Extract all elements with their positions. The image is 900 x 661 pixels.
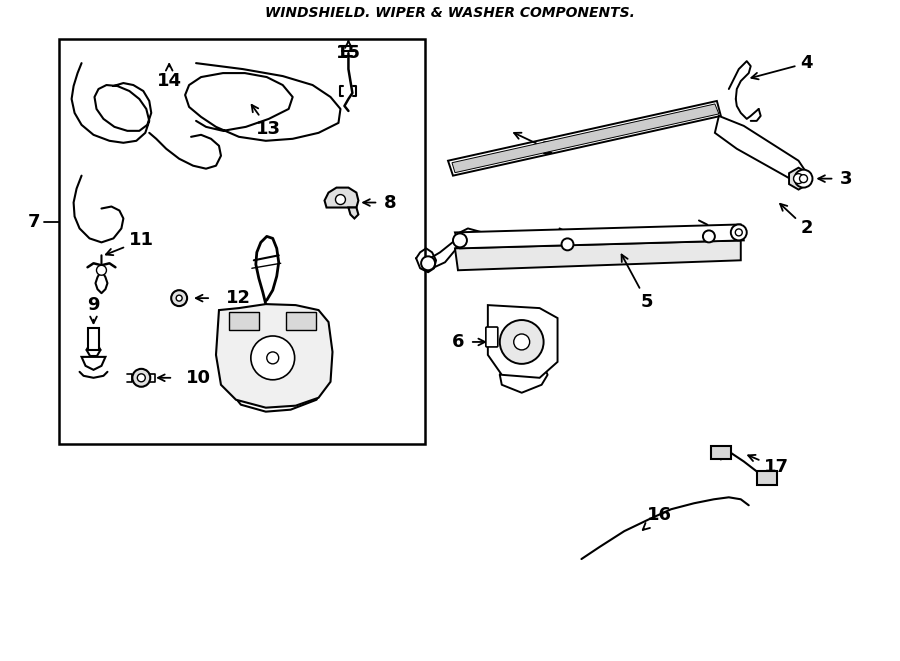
Polygon shape — [455, 241, 741, 270]
Bar — [285, 312, 316, 330]
Circle shape — [795, 170, 813, 188]
Circle shape — [514, 334, 530, 350]
Text: 6: 6 — [452, 333, 464, 351]
Circle shape — [794, 174, 804, 184]
Bar — [711, 446, 731, 459]
Text: 1: 1 — [514, 133, 554, 158]
Text: 4: 4 — [752, 54, 813, 79]
Text: 17: 17 — [748, 455, 789, 477]
Text: 5: 5 — [622, 254, 653, 311]
Polygon shape — [452, 104, 719, 173]
Polygon shape — [348, 208, 358, 219]
Polygon shape — [715, 116, 808, 182]
Circle shape — [500, 320, 544, 364]
Polygon shape — [448, 101, 721, 176]
Text: 8: 8 — [384, 194, 397, 212]
Circle shape — [132, 369, 150, 387]
Text: 11: 11 — [106, 231, 154, 255]
Polygon shape — [216, 304, 332, 408]
Circle shape — [138, 374, 145, 382]
Text: 16: 16 — [643, 506, 671, 530]
Text: 7: 7 — [28, 214, 40, 231]
FancyBboxPatch shape — [486, 327, 498, 347]
Text: 2: 2 — [780, 204, 813, 237]
Circle shape — [96, 265, 106, 275]
Polygon shape — [82, 357, 105, 370]
Bar — [58, 39, 425, 444]
Polygon shape — [789, 168, 808, 190]
Text: 14: 14 — [157, 64, 182, 90]
Circle shape — [251, 336, 294, 380]
Polygon shape — [455, 225, 743, 249]
Text: 12: 12 — [226, 289, 251, 307]
Circle shape — [453, 233, 467, 247]
Text: 15: 15 — [336, 41, 361, 62]
Circle shape — [171, 290, 187, 306]
Circle shape — [336, 194, 346, 204]
Bar — [87, 328, 100, 350]
Circle shape — [703, 231, 715, 243]
Polygon shape — [488, 305, 557, 378]
Circle shape — [266, 352, 279, 364]
Text: WINDSHIELD. WIPER & WASHER COMPONENTS.: WINDSHIELD. WIPER & WASHER COMPONENTS. — [266, 7, 634, 20]
Circle shape — [176, 295, 182, 301]
Text: 3: 3 — [840, 170, 852, 188]
Bar — [229, 312, 259, 330]
Circle shape — [731, 225, 747, 241]
Circle shape — [562, 239, 573, 251]
Text: 10: 10 — [186, 369, 211, 387]
Bar — [229, 312, 259, 330]
Circle shape — [735, 229, 742, 236]
Polygon shape — [325, 188, 358, 208]
Text: 9: 9 — [87, 296, 100, 323]
Circle shape — [799, 175, 807, 182]
Text: 13: 13 — [252, 105, 282, 138]
Bar — [757, 471, 777, 485]
Circle shape — [421, 256, 435, 270]
